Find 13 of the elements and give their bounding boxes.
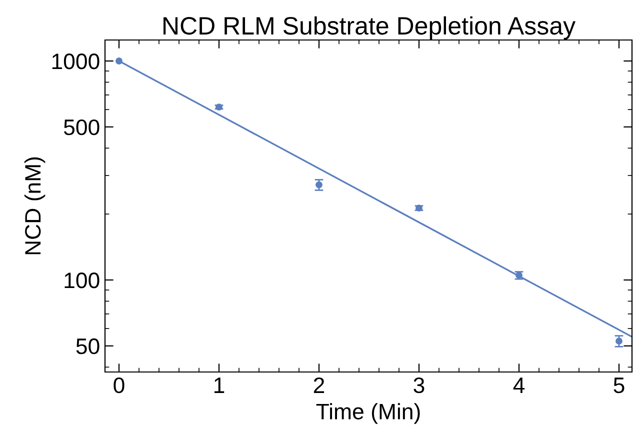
y-tick-label: 1000 xyxy=(52,54,100,70)
x-axis-title: Time (Min) xyxy=(316,403,420,424)
chart-title: NCD RLM Substrate Depletion Assay xyxy=(164,16,576,40)
x-tick-label: 4 xyxy=(513,378,525,393)
x-tick-label: 1 xyxy=(214,378,224,393)
y-axis-title: NCD (nM) xyxy=(24,157,46,254)
y-tick-label: 100 xyxy=(64,272,100,288)
x-tick-label: 0 xyxy=(114,377,124,394)
y-tick-label: 50 xyxy=(76,338,100,354)
x-tick-label: 3 xyxy=(414,377,424,394)
x-tick-label: 2 xyxy=(314,377,324,393)
x-tick-label: 5 xyxy=(614,378,624,394)
y-tick-label: 500 xyxy=(64,119,100,136)
